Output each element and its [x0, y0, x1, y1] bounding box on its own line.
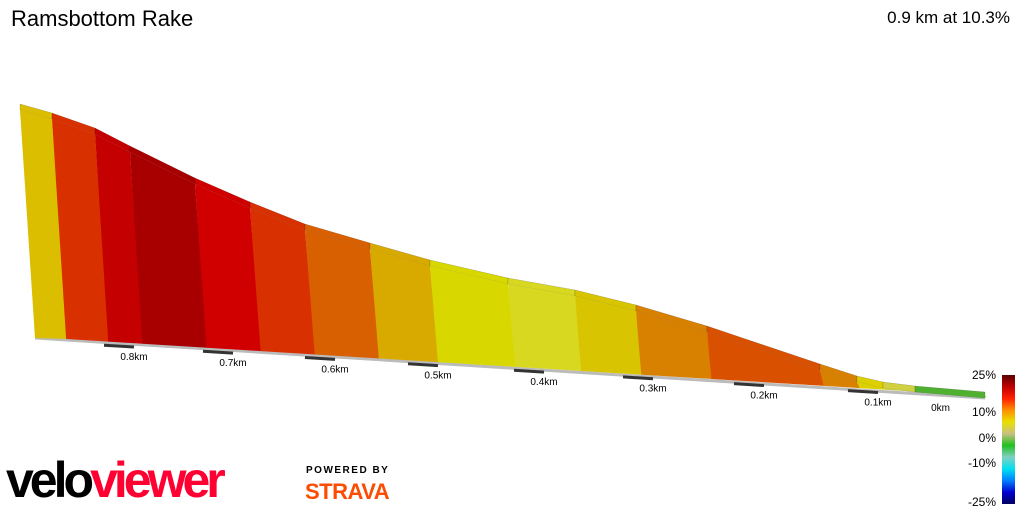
profile-segment[interactable] [636, 311, 713, 380]
distance-label: 0.8km [120, 352, 147, 363]
profile-segment[interactable] [707, 332, 825, 386]
profile-segment[interactable] [430, 266, 516, 367]
veloviewer-logo[interactable]: veloviewer [6, 452, 226, 508]
profile-segment[interactable] [370, 249, 439, 363]
distance-tick [733, 382, 765, 388]
profile-segment[interactable] [883, 388, 917, 392]
distance-label: 0.3km [639, 384, 666, 395]
distance-tick [407, 362, 439, 368]
logo-viewer: viewer [90, 452, 226, 508]
legend-label: 0% [978, 431, 996, 445]
profile-segment[interactable] [820, 370, 861, 389]
profile-segment[interactable] [305, 230, 380, 359]
distance-tick [202, 349, 234, 355]
distance-label: 0.7km [219, 358, 246, 369]
distance-tick [103, 343, 135, 349]
legend-label: 25% [971, 368, 996, 382]
legend-label: -10% [967, 456, 996, 470]
distance-label: 0.1km [864, 397, 891, 408]
profile-segment[interactable] [575, 296, 643, 375]
profile-segment[interactable] [915, 391, 986, 398]
distance-label: 0.5km [424, 371, 451, 382]
profile-segment[interactable] [250, 208, 316, 355]
logo-velo: velo [6, 452, 94, 508]
distance-tick [622, 375, 654, 381]
legend-label: -25% [967, 495, 996, 509]
profile-segment[interactable] [508, 284, 583, 371]
distance-label: 0.2km [750, 391, 777, 402]
profile-segment[interactable] [95, 134, 144, 344]
distance-tick [847, 389, 879, 394]
distance-tick [304, 355, 336, 361]
distance-label: 0km [931, 403, 950, 414]
gradient-legend-bar [1002, 375, 1015, 504]
profile-segment[interactable] [130, 152, 208, 348]
legend-label: 10% [971, 405, 996, 419]
distance-label: 0.4km [530, 377, 557, 388]
profile-segment[interactable] [195, 184, 262, 352]
powered-by-label: POWERED BY [306, 465, 390, 476]
distance-tick [513, 368, 545, 374]
profile-baseline [34, 336, 986, 400]
distance-label: 0.6km [321, 364, 348, 375]
segment-summary: 0.9 km at 10.3% [887, 8, 1010, 27]
profile-segment[interactable] [52, 119, 110, 342]
segment-title: Ramsbottom Rake [11, 6, 194, 31]
strava-logo[interactable]: STRAVA [305, 479, 390, 504]
profile-segment[interactable] [857, 382, 886, 390]
